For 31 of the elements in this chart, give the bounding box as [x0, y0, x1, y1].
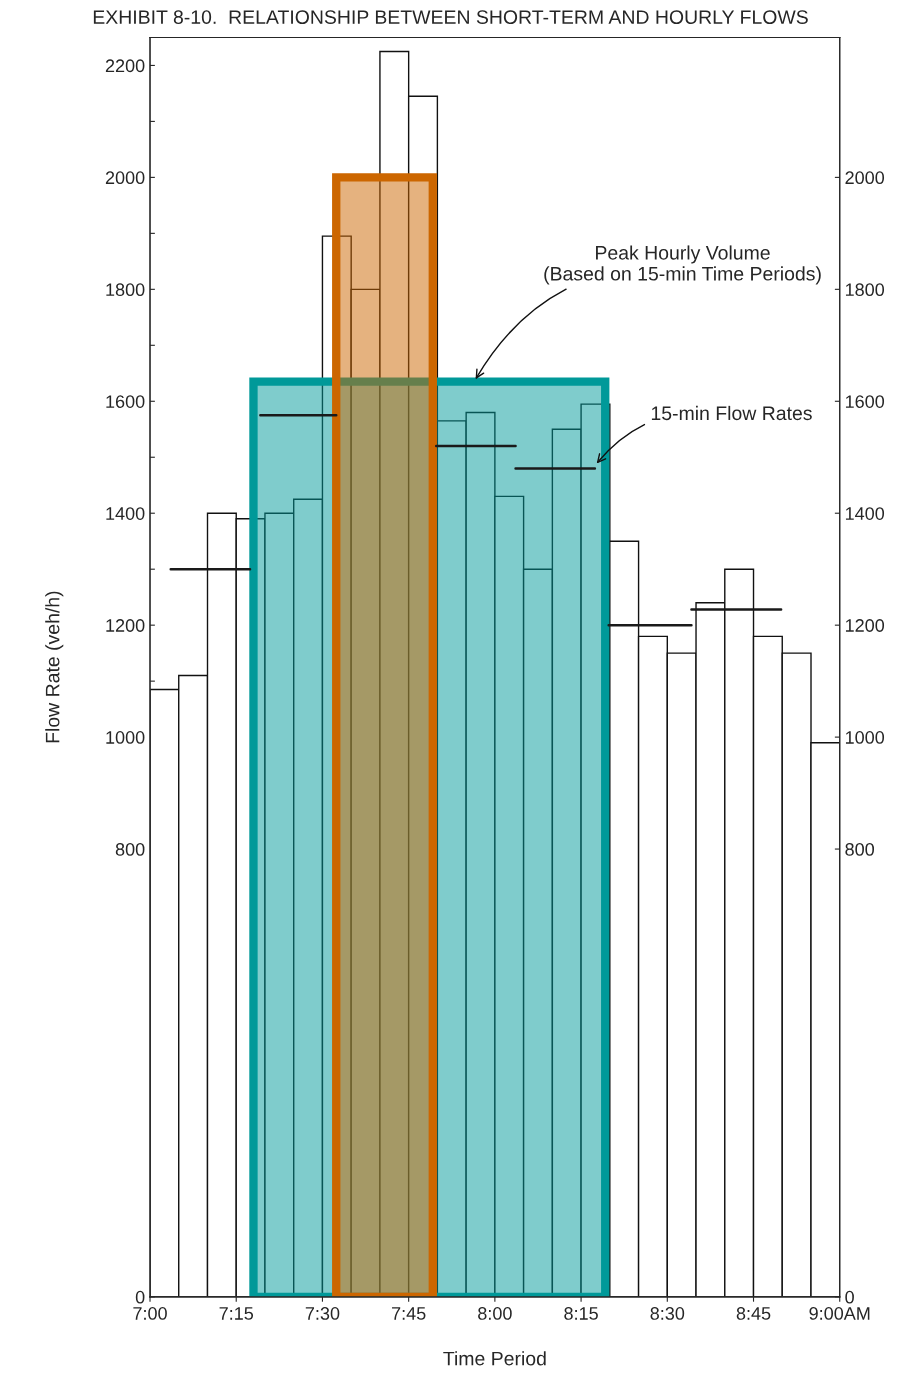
annotation: 15-min Flow Rates: [651, 405, 812, 421]
x-tick-label: 7:30: [305, 1307, 340, 1320]
annotation: Peak Hourly Volume (Based on 15-min Time Periods): [544, 245, 821, 285]
y-axis-title: Flow Rate (veh/h): [45, 591, 64, 743]
y2-tick-label: 1400: [845, 507, 885, 520]
y2-tick-label: 1000: [845, 731, 885, 744]
y2-tick-label: 800: [845, 842, 875, 856]
y-tick-label: 1000: [106, 731, 145, 744]
x-tick-label: 7:00: [133, 1307, 167, 1320]
y-tick-label: 2000: [105, 171, 145, 185]
y-tick-label: 1800: [106, 283, 145, 297]
x-tick-label: 9:00AM: [809, 1307, 870, 1320]
y-tick-label: 1600: [106, 395, 145, 408]
x-axis-title: Time Period: [443, 1351, 546, 1366]
y2-tick-label: 1800: [845, 283, 885, 297]
y-tick-label: 1400: [106, 507, 145, 520]
y-tick-label: 800: [115, 842, 145, 856]
y2-tick-label: 1600: [845, 395, 885, 408]
y2-tick-label: 0: [845, 1290, 854, 1304]
y2-tick-label: 2000: [845, 171, 885, 185]
x-tick-label: 8:30: [650, 1307, 685, 1320]
y-tick-label: 2200: [105, 59, 145, 73]
x-tick-label: 8:45: [736, 1307, 771, 1320]
y-tick-label: 0: [135, 1290, 145, 1304]
y-tick-label: 1200: [106, 619, 145, 632]
x-tick-label: 7:15: [219, 1307, 254, 1320]
x-tick-label: 8:00: [478, 1307, 512, 1320]
chart-title: EXHIBIT 8-10. RELATIONSHIP BETWEEN SHORT-TERM AND HOURLY FLOWS: [93, 10, 808, 24]
y2-tick-label: 1200: [845, 619, 885, 632]
x-tick-label: 7:45: [392, 1307, 426, 1320]
x-tick-label: 8:15: [564, 1307, 598, 1320]
